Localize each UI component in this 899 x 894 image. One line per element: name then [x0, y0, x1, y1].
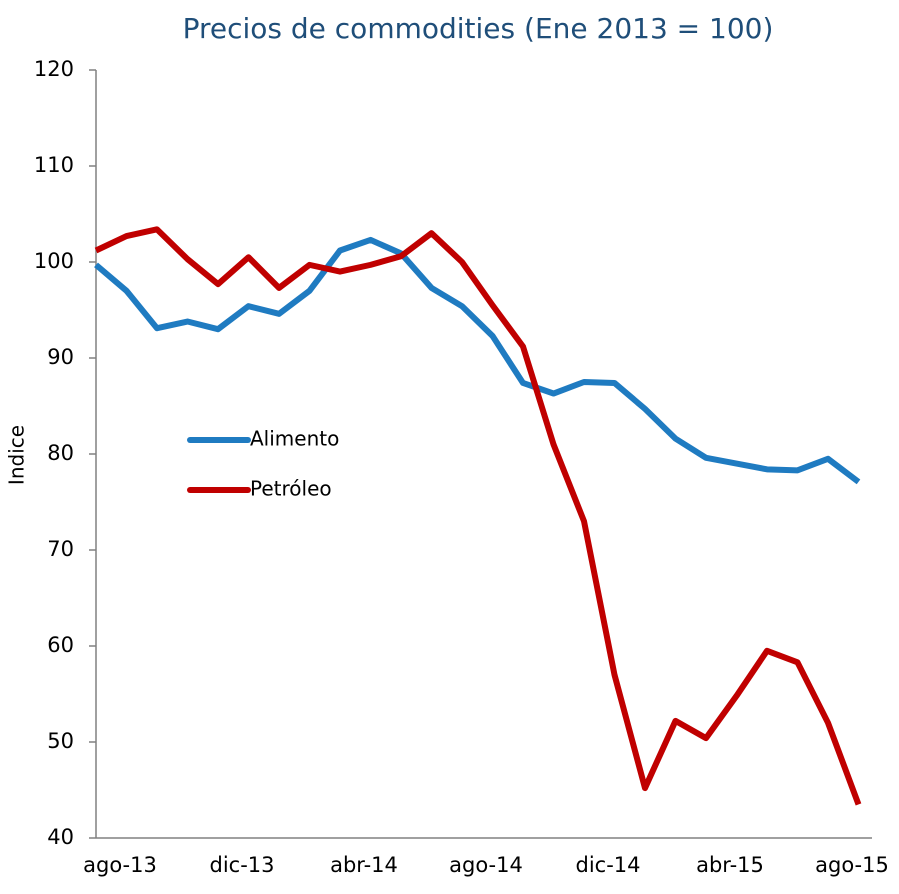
y-tick-label: 110 [34, 153, 74, 177]
x-tick-label: dic-13 [209, 853, 274, 877]
x-tick-label: abr-14 [330, 853, 398, 877]
y-tick-label: 70 [47, 537, 74, 561]
y-tick-label: 50 [47, 729, 74, 753]
y-tick-label: 90 [47, 345, 74, 369]
x-tick-label: dic-14 [575, 853, 640, 877]
y-tick-label: 100 [34, 249, 74, 273]
line-series [94, 236, 861, 485]
y-tick-label: 60 [47, 633, 74, 657]
x-tick-label: ago-13 [83, 853, 157, 877]
y-tick-label: 80 [47, 441, 74, 465]
y-tick-label: 120 [34, 57, 74, 81]
line-series [94, 226, 862, 806]
y-tick-label: 40 [47, 825, 74, 849]
y-axis-label: Indice [5, 425, 29, 485]
x-tick-label: ago-15 [815, 853, 889, 877]
x-tick-label: abr-15 [696, 853, 764, 877]
legend-label: Alimento [250, 427, 339, 451]
x-tick-label: ago-14 [449, 853, 523, 877]
legend-label: Petróleo [250, 477, 332, 501]
chart-title: Precios de commodities (Ene 2013 = 100) [183, 12, 774, 45]
